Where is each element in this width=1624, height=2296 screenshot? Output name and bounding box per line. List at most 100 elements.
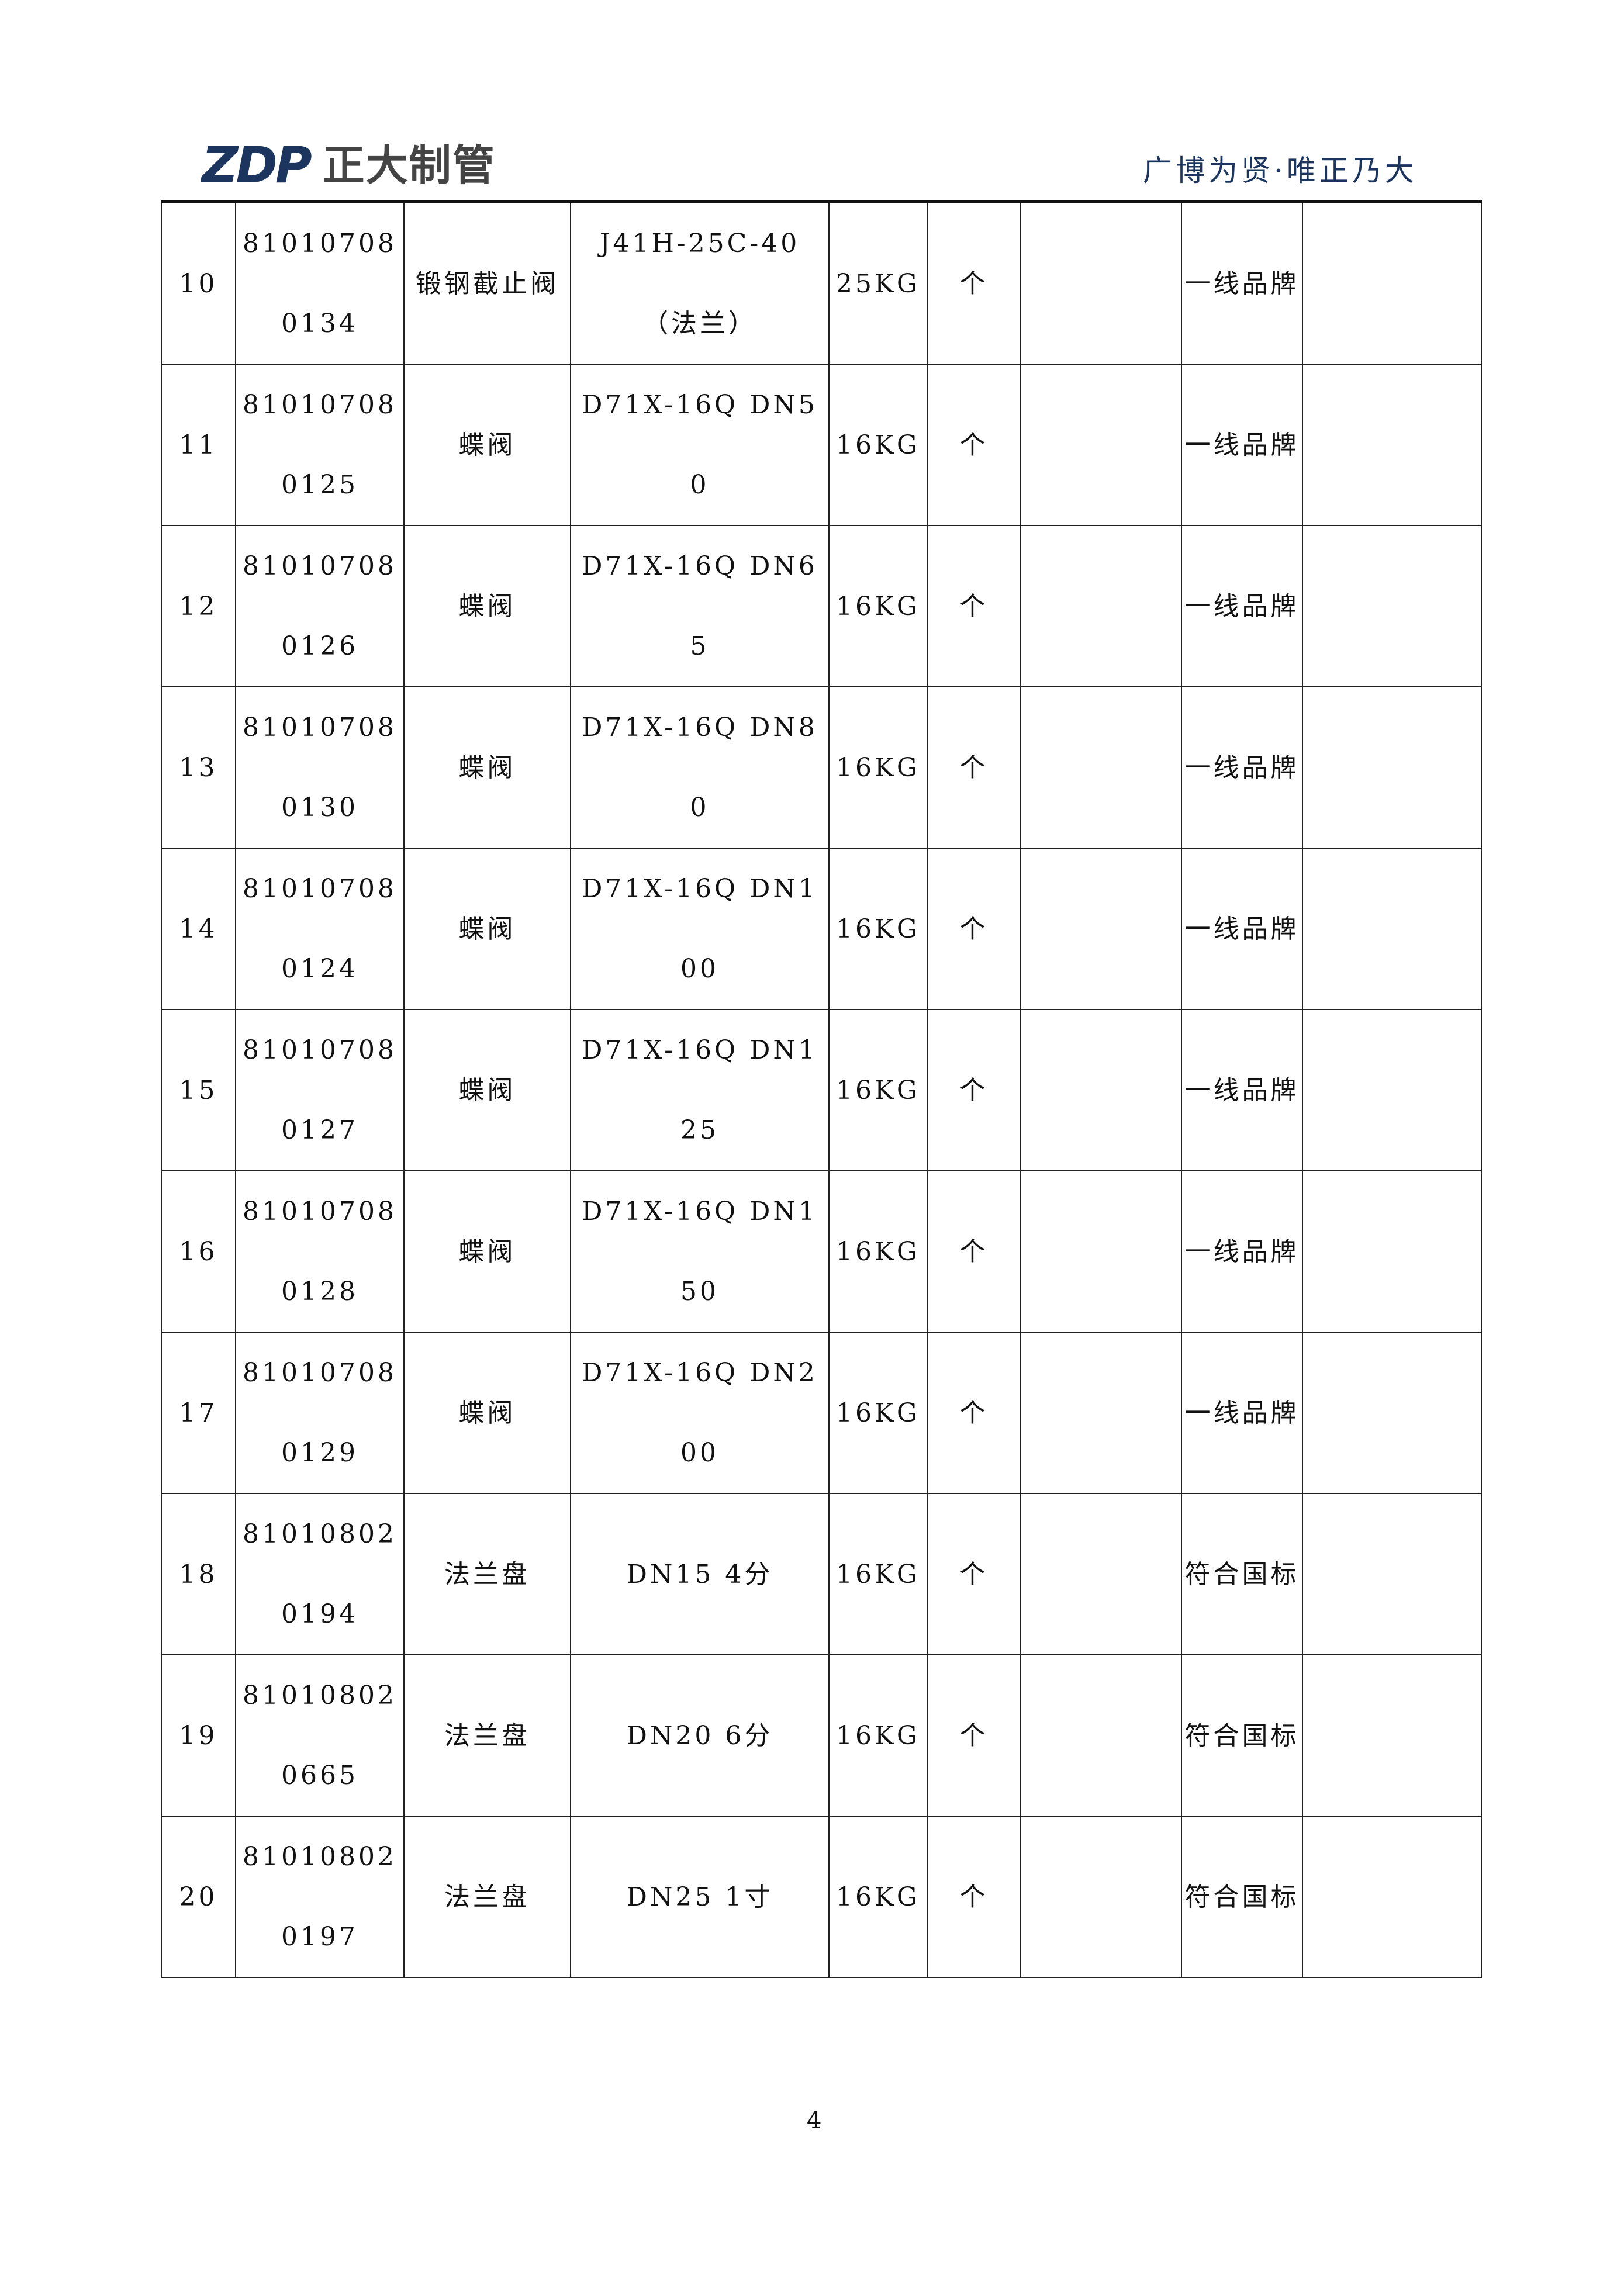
cell-code: 810107080127: [235, 1009, 405, 1171]
table-row: 13 810107080130 蝶阀 D71X-16Q DN80 16KG 个 一线品牌: [161, 686, 1482, 849]
cell-pressure: 16KG: [828, 1493, 928, 1655]
cell-col7: [1020, 1816, 1182, 1978]
cell-col9: [1302, 1816, 1482, 1978]
cell-code: 810107080128: [235, 1170, 405, 1333]
cell-col9: [1302, 200, 1482, 365]
cell-spec: J41H-25C-40（法兰）: [570, 200, 830, 365]
cell-col7: [1020, 1170, 1182, 1333]
table-row: 19 810108020665 法兰盘 DN20 6分 16KG 个 符合国标: [161, 1654, 1482, 1817]
page-number: 4: [807, 2107, 822, 2134]
cell-name: 锻钢截止阀: [403, 200, 571, 365]
cell-unit: 个: [927, 686, 1021, 849]
cell-brand: 符合国标: [1181, 1654, 1303, 1817]
cell-col9: [1302, 1170, 1482, 1333]
cell-code: 810107080129: [235, 1332, 405, 1494]
cell-unit: 个: [927, 1654, 1021, 1817]
cell-col9: [1302, 1654, 1482, 1817]
cell-brand: 符合国标: [1181, 1816, 1303, 1978]
cell-name: 蝶阀: [403, 686, 571, 849]
cell-brand: 一线品牌: [1181, 848, 1303, 1010]
cell-code: 810107080134: [235, 200, 405, 365]
cell-spec: D71X-16Q DN200: [570, 1332, 830, 1494]
cell-name: 蝶阀: [403, 1009, 571, 1171]
table-row: 16 810107080128 蝶阀 D71X-16Q DN150 16KG 个 一线品牌: [161, 1170, 1482, 1333]
cell-pressure: 16KG: [828, 364, 928, 526]
cell-pressure: 16KG: [828, 1816, 928, 1978]
cell-name: 蝶阀: [403, 525, 571, 687]
cell-pressure: 16KG: [828, 525, 928, 687]
cell-spec: DN25 1寸: [570, 1816, 830, 1978]
cell-name: 蝶阀: [403, 364, 571, 526]
cell-no: 17: [161, 1332, 236, 1494]
cell-name: 法兰盘: [403, 1816, 571, 1978]
cell-pressure: 16KG: [828, 686, 928, 849]
cell-no: 12: [161, 525, 236, 687]
cell-spec: D71X-16Q DN125: [570, 1009, 830, 1171]
cell-spec: DN20 6分: [570, 1654, 830, 1817]
cell-spec: D71X-16Q DN65: [570, 525, 830, 687]
cell-col9: [1302, 848, 1482, 1010]
cell-brand: 一线品牌: [1181, 525, 1303, 687]
cell-unit: 个: [927, 525, 1021, 687]
cell-spec: DN15 4分: [570, 1493, 830, 1655]
cell-code: 810108020665: [235, 1654, 405, 1817]
cell-name: 蝶阀: [403, 1332, 571, 1494]
cell-pressure: 16KG: [828, 1654, 928, 1817]
cell-code: 810107080126: [235, 525, 405, 687]
cell-no: 20: [161, 1816, 236, 1978]
cell-col9: [1302, 525, 1482, 687]
cell-no: 15: [161, 1009, 236, 1171]
table-row: 14 810107080124 蝶阀 D71X-16Q DN100 16KG 个 一线品牌: [161, 848, 1482, 1010]
cell-brand: 一线品牌: [1181, 1332, 1303, 1494]
cell-brand: 一线品牌: [1181, 1009, 1303, 1171]
materials-table: 10 810107080134 锻钢截止阀 J41H-25C-40（法兰） 25KG 个一…: [161, 200, 1482, 1978]
cell-unit: 个: [927, 1009, 1021, 1171]
cell-name: 法兰盘: [403, 1654, 571, 1817]
cell-col7: [1020, 200, 1182, 365]
cell-no: 16: [161, 1170, 236, 1333]
cell-no: 14: [161, 848, 236, 1010]
slogan: 广博为贤·唯正乃大: [1143, 154, 1418, 188]
table-row: 10 810107080134 锻钢截止阀 J41H-25C-40（法兰） 25KG 个一…: [161, 200, 1482, 365]
cell-pressure: 16KG: [828, 1332, 928, 1494]
cell-no: 11: [161, 364, 236, 526]
table-row: 11 810107080125 蝶阀 D71X-16Q DN50 16KG 个 一线品牌: [161, 364, 1482, 526]
cell-brand: 一线品牌: [1181, 1170, 1303, 1333]
cell-no: 19: [161, 1654, 236, 1817]
cell-unit: 个: [927, 364, 1021, 526]
cell-code: 810108020194: [235, 1493, 405, 1655]
cell-col7: [1020, 1332, 1182, 1494]
table-row: 17 810107080129 蝶阀 D71X-16Q DN200 16KG 个 一线品牌: [161, 1332, 1482, 1494]
cell-pressure: 16KG: [828, 848, 928, 1010]
cell-pressure: 25KG: [828, 200, 928, 365]
cell-code: 810108020197: [235, 1816, 405, 1978]
cell-unit: 个: [927, 1332, 1021, 1494]
cell-no: 13: [161, 686, 236, 849]
logo-mark: ZDP: [202, 136, 312, 195]
cell-unit: 个: [927, 848, 1021, 1010]
company-logo: ZDP 正大制管: [202, 140, 496, 191]
cell-name: 蝶阀: [403, 1170, 571, 1333]
cell-brand: 一线品牌: [1181, 686, 1303, 849]
cell-col9: [1302, 686, 1482, 849]
table-row: 18 810108020194 法兰盘 DN15 4分 16KG 个 符合国标: [161, 1493, 1482, 1655]
cell-spec: D71X-16Q DN80: [570, 686, 830, 849]
logo-text: 正大制管: [322, 141, 496, 190]
cell-brand: 一线品牌: [1181, 200, 1303, 365]
cell-col9: [1302, 1009, 1482, 1171]
cell-col9: [1302, 1493, 1482, 1655]
cell-unit: 个: [927, 1493, 1021, 1655]
cell-name: 蝶阀: [403, 848, 571, 1010]
cell-code: 810107080130: [235, 686, 405, 849]
table-row: 20 810108020197 法兰盘 DN25 1寸 16KG 个 符合国标: [161, 1816, 1482, 1978]
cell-col7: [1020, 525, 1182, 687]
cell-col7: [1020, 848, 1182, 1010]
cell-col7: [1020, 686, 1182, 849]
cell-pressure: 16KG: [828, 1009, 928, 1171]
table-row: 12 810107080126 蝶阀 D71X-16Q DN65 16KG 个 一线品牌: [161, 525, 1482, 687]
cell-spec: D71X-16Q DN50: [570, 364, 830, 526]
cell-brand: 符合国标: [1181, 1493, 1303, 1655]
cell-code: 810107080125: [235, 364, 405, 526]
cell-no: 18: [161, 1493, 236, 1655]
cell-spec: D71X-16Q DN150: [570, 1170, 830, 1333]
